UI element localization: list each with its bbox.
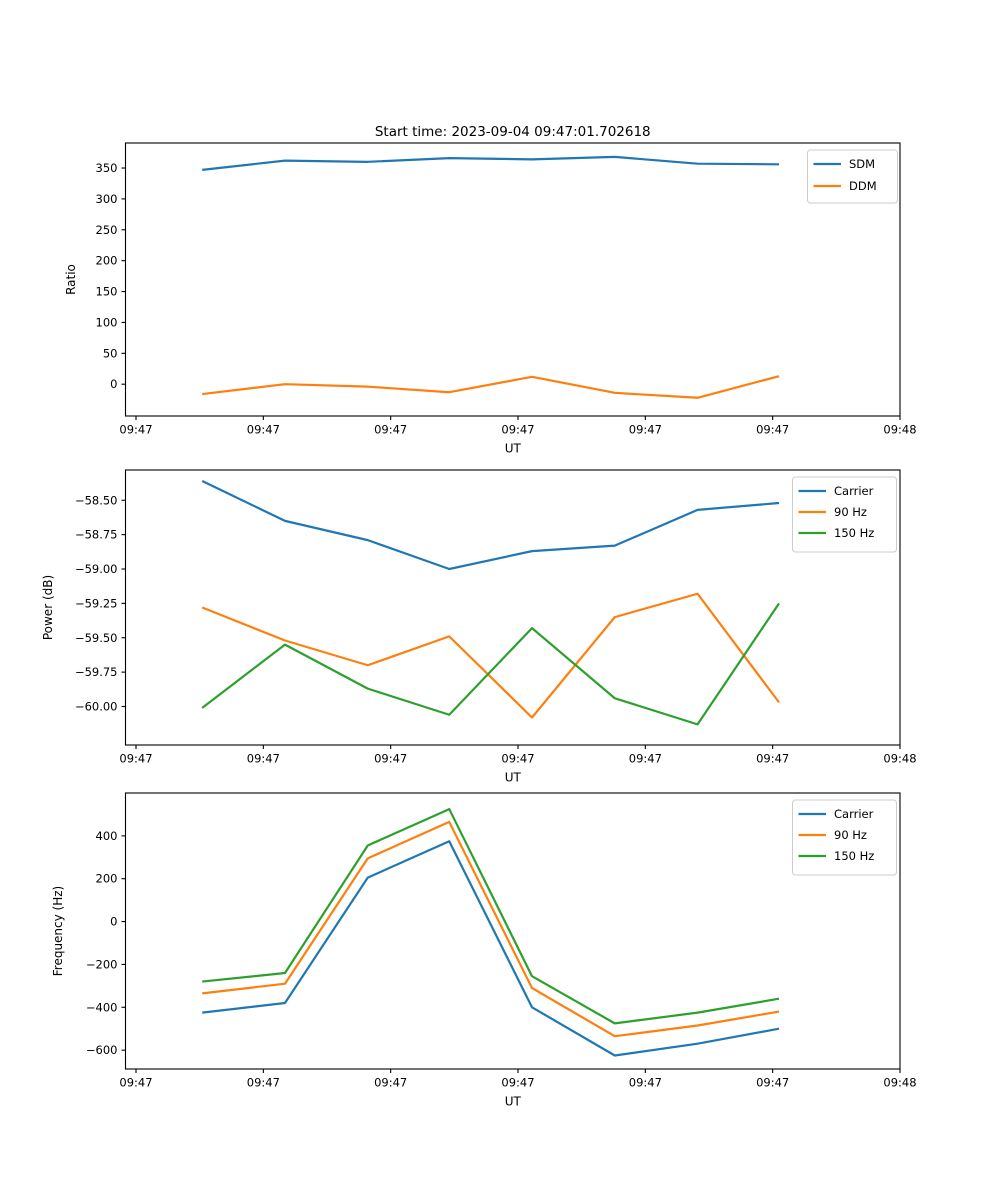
plot1-xlabel: UT <box>505 771 522 785</box>
plot0-y-tick-label: 50 <box>103 346 118 360</box>
subplot-frequency: 400 200 0 −200 −400 −600 09:47 09:47 09:47 09:47 0… <box>51 792 917 1109</box>
plot2-y-tick-label: −200 <box>86 957 118 971</box>
figure-title: Start time: 2023-09-04 09:47:01.702618 <box>375 124 651 140</box>
plot2-legend-label: 90 Hz <box>834 828 867 842</box>
plot1-series-line-carrier <box>201 480 780 571</box>
plot0-x-tick-label: 09:48 <box>883 423 916 437</box>
plot0-y-tick-label: 150 <box>96 285 118 299</box>
plot1-x-tick-label: 09:48 <box>883 752 916 766</box>
plot1-y-tick-label: −60.00 <box>75 700 118 714</box>
plot2-y-tick-label: −600 <box>86 1043 118 1057</box>
plot2-x-tick-label: 09:47 <box>629 1076 662 1090</box>
plot1-legend-label: 90 Hz <box>834 505 867 519</box>
plot2-y-tick-label: −400 <box>86 1000 118 1014</box>
plot1-legend-label: Carrier <box>834 484 874 498</box>
plot0-y-tick-label: 200 <box>96 254 118 268</box>
plot0-x-tick-label: 09:47 <box>374 423 407 437</box>
plot0-x-tick-label: 09:47 <box>247 423 280 437</box>
plot1-legend-label: 150 Hz <box>834 526 874 540</box>
plot0-y-tick-label: 100 <box>96 315 118 329</box>
plot2-y-tick-label: 0 <box>110 915 117 929</box>
plot2-series-line-carrier <box>202 840 780 1057</box>
plot2-x-tick-label: 09:47 <box>501 1076 534 1090</box>
plot2-x-tick-label: 09:48 <box>883 1076 916 1090</box>
plot1-ylabel: Power (dB) <box>41 575 55 640</box>
plot2-y-tick-label: 200 <box>96 872 118 886</box>
plot2-x-tick-label: 09:47 <box>374 1076 407 1090</box>
plot2-x-tick-label: 09:47 <box>247 1076 280 1090</box>
plot0-y-tick-label: 250 <box>96 223 118 237</box>
plot0-ylabel: Ratio <box>64 264 78 295</box>
plot0-axes-frame <box>124 142 901 417</box>
plot2-y-tick-label: 400 <box>96 829 118 843</box>
plot2-series-line-150-hz <box>202 807 780 1025</box>
plot1-y-tick-label: −59.75 <box>75 665 118 679</box>
plot1-series-line-90-hz <box>201 592 780 719</box>
plot0-series-line-sdm <box>202 155 780 171</box>
plot1-y-tick-label: −59.25 <box>75 596 118 610</box>
plot2-legend-label: 150 Hz <box>834 849 874 863</box>
plot1-y-tick-label: −58.75 <box>75 528 118 542</box>
plot1-x-tick-label: 09:47 <box>629 752 662 766</box>
plot0-y-tick-label: 0 <box>110 377 117 391</box>
plot0-y-tick-label: 300 <box>96 192 118 206</box>
plot2-xlabel: UT <box>505 1095 522 1109</box>
plot0-x-tick-label: 09:47 <box>629 423 662 437</box>
plot1-x-tick-label: 09:47 <box>756 752 789 766</box>
plot1-x-tick-label: 09:47 <box>247 752 280 766</box>
plot2-series-line-90-hz <box>202 820 780 1038</box>
subplot-power: −58.50 −58.75 −59.00 −59.25 −59.50 −59.75 −60.… <box>41 469 917 785</box>
plot2-ylabel: Frequency (Hz) <box>51 886 65 977</box>
plot0-x-tick-label: 09:47 <box>756 423 789 437</box>
plot1-y-tick-label: −59.00 <box>75 562 118 576</box>
plot1-axes-frame <box>124 469 901 746</box>
plot2-legend-label: Carrier <box>834 807 874 821</box>
subplot-ratio: 0 50 100 150 200 250 300 350 09:47 09:47 09:47 09:4… <box>64 142 917 456</box>
plot2-axes-frame <box>124 792 901 1070</box>
plot1-x-tick-label: 09:47 <box>374 752 407 766</box>
plot1-x-tick-label: 09:47 <box>119 752 152 766</box>
plot0-xlabel: UT <box>505 442 522 456</box>
plot0-series-line-ddm <box>202 375 780 399</box>
plot0-legend-label: DDM <box>849 179 877 193</box>
plot1-y-tick-label: −59.50 <box>75 631 118 645</box>
plot0-x-tick-label: 09:47 <box>501 423 534 437</box>
plot1-x-tick-label: 09:47 <box>501 752 534 766</box>
plot0-legend-label: SDM <box>849 157 875 171</box>
plot1-series-line-150-hz <box>201 602 780 726</box>
plot2-x-tick-label: 09:47 <box>119 1076 152 1090</box>
plot0-x-tick-label: 09:47 <box>119 423 152 437</box>
plot2-x-tick-label: 09:47 <box>756 1076 789 1090</box>
plot1-y-tick-label: −58.50 <box>75 493 118 507</box>
plot0-y-tick-label: 350 <box>96 161 118 175</box>
